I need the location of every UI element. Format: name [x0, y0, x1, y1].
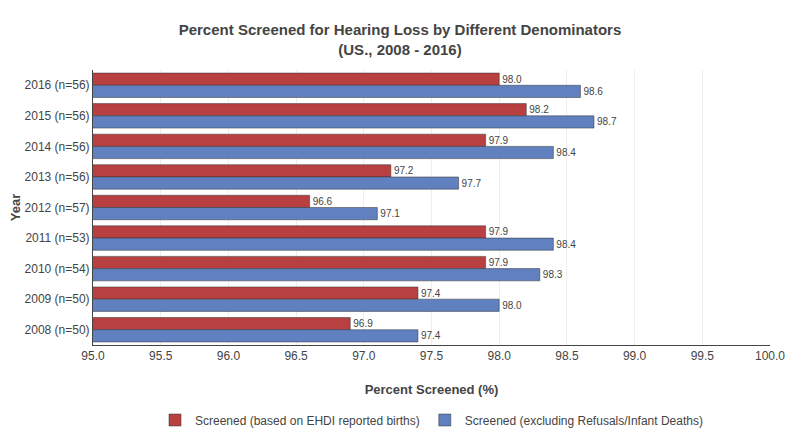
svg-text:99.5: 99.5 [691, 349, 715, 363]
svg-text:97.4: 97.4 [421, 288, 441, 299]
svg-text:96.6: 96.6 [313, 196, 333, 207]
svg-text:98.0: 98.0 [488, 349, 512, 363]
svg-text:97.5: 97.5 [420, 349, 444, 363]
svg-text:98.4: 98.4 [556, 239, 576, 250]
svg-text:Percent Screened for Hearing L: Percent Screened for Hearing Loss by Dif… [179, 21, 622, 58]
svg-text:96.9: 96.9 [353, 318, 373, 329]
svg-text:97.9: 97.9 [489, 135, 509, 146]
svg-text:98.5: 98.5 [555, 349, 579, 363]
svg-text:2016 (n=56): 2016 (n=56) [25, 78, 90, 92]
svg-text:97.0: 97.0 [352, 349, 376, 363]
svg-text:95.5: 95.5 [149, 349, 173, 363]
svg-text:2008 (n=50): 2008 (n=50) [25, 323, 90, 337]
svg-text:98.7: 98.7 [597, 116, 617, 127]
svg-text:97.2: 97.2 [394, 165, 414, 176]
svg-text:96.5: 96.5 [284, 349, 308, 363]
svg-text:95.0: 95.0 [81, 349, 105, 363]
svg-text:2009 (n=50): 2009 (n=50) [25, 292, 90, 306]
svg-text:2011 (n=53): 2011 (n=53) [25, 231, 89, 245]
svg-text:98.6: 98.6 [583, 86, 603, 97]
svg-text:97.9: 97.9 [489, 257, 509, 268]
svg-text:96.0: 96.0 [217, 349, 241, 363]
svg-text:98.4: 98.4 [556, 147, 576, 158]
svg-text:Screened (excluding Refusals/I: Screened (excluding Refusals/Infant Deat… [465, 414, 703, 428]
svg-text:98.0: 98.0 [502, 74, 522, 85]
svg-text:Screened (based on EHDI report: Screened (based on EHDI reported births) [195, 414, 420, 428]
svg-text:Year: Year [8, 194, 23, 221]
svg-text:97.1: 97.1 [380, 208, 400, 219]
svg-text:99.0: 99.0 [623, 349, 647, 363]
svg-text:2015 (n=56): 2015 (n=56) [25, 109, 90, 123]
svg-text:98.3: 98.3 [543, 269, 563, 280]
svg-text:2014 (n=56): 2014 (n=56) [25, 140, 90, 154]
svg-text:100.0: 100.0 [755, 349, 785, 363]
svg-text:2013 (n=56): 2013 (n=56) [25, 170, 90, 184]
svg-text:Percent Screened (%): Percent Screened (%) [365, 382, 499, 397]
svg-text:97.9: 97.9 [489, 226, 509, 237]
svg-text:97.7: 97.7 [462, 178, 482, 189]
svg-text:2010 (n=54): 2010 (n=54) [25, 262, 90, 276]
svg-text:2012 (n=57): 2012 (n=57) [25, 201, 90, 215]
svg-text:97.4: 97.4 [421, 330, 441, 341]
svg-text:98.0: 98.0 [502, 300, 522, 311]
svg-text:98.2: 98.2 [529, 104, 549, 115]
